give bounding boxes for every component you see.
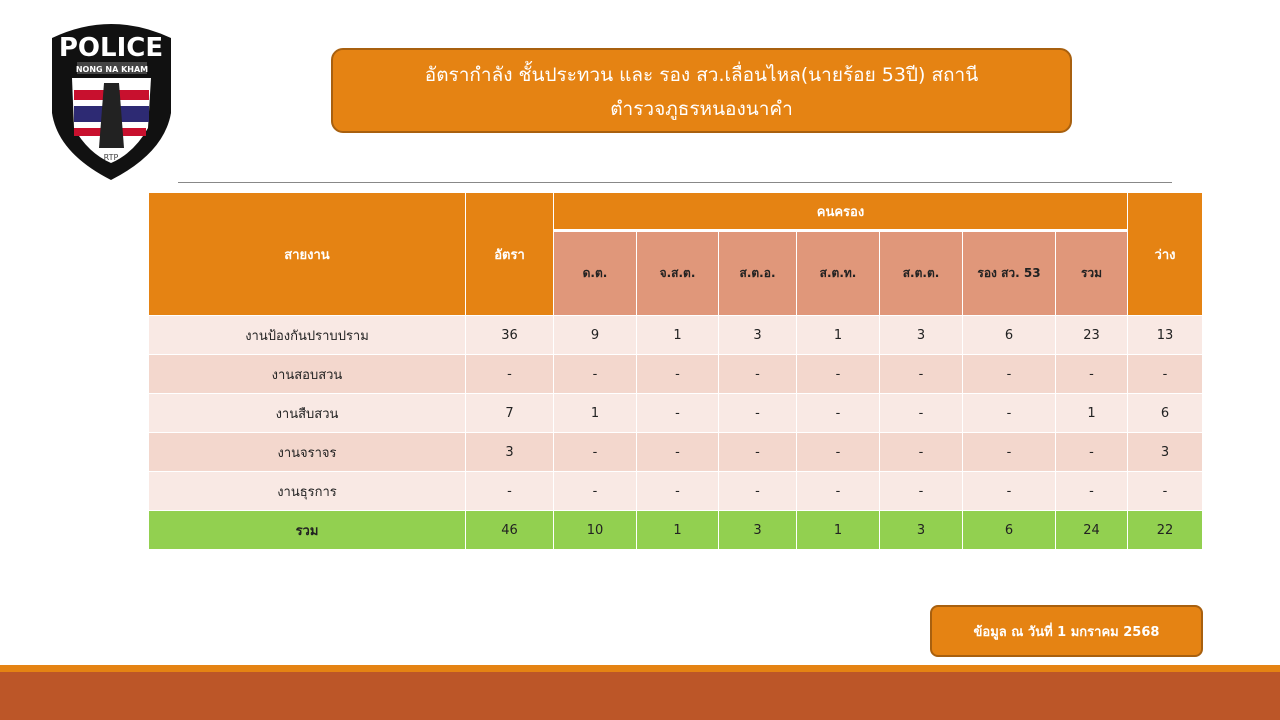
table-cell: -	[636, 432, 719, 472]
table-cell: -	[962, 471, 1056, 511]
table-cell: 22	[1127, 510, 1203, 550]
table-cell: -	[1127, 471, 1203, 511]
table-cell: -	[553, 471, 637, 511]
table-cell: 3	[879, 315, 963, 355]
table-cell: -	[962, 393, 1056, 433]
title-line-2: ตำรวจภูธรหนองนาคำ	[610, 98, 793, 120]
table-cell: -	[796, 354, 880, 394]
row-label: รวม	[148, 510, 466, 550]
table-cell: -	[718, 471, 797, 511]
svg-text:POLICE: POLICE	[59, 33, 163, 63]
svg-text:NONG NA KHAM: NONG NA KHAM	[76, 65, 148, 74]
header-rank: ส.ต.ต.	[879, 229, 963, 316]
table-cell: 1	[636, 315, 719, 355]
header-line: สายงาน	[148, 192, 466, 316]
header-rank: จ.ส.ต.	[636, 229, 719, 316]
table-cell: -	[796, 471, 880, 511]
table-cell: -	[636, 393, 719, 433]
police-badge-logo: POLICE NONG NA KHAM RTP	[44, 18, 179, 183]
svg-text:RTP: RTP	[104, 153, 119, 162]
header-vacant: ว่าง	[1127, 192, 1203, 316]
table-cell: -	[636, 354, 719, 394]
table-cell: -	[879, 471, 963, 511]
table-cell: 3	[1127, 432, 1203, 472]
table-cell: 36	[465, 315, 554, 355]
table-cell: 6	[962, 315, 1056, 355]
table-cell: -	[1055, 354, 1128, 394]
table-cell: -	[465, 471, 554, 511]
table-cell: -	[796, 432, 880, 472]
header-occupied: คนครอง	[553, 192, 1128, 231]
staffing-table: สายงาน อัตรา คนครอง ว่าง ด.ต. จ.ส.ต. ส.ต.อ…	[148, 192, 1203, 550]
table-cell: 1	[1055, 393, 1128, 433]
table-cell: 7	[465, 393, 554, 433]
table-cell: -	[1055, 471, 1128, 511]
table-cell: -	[465, 354, 554, 394]
row-label: งานสืบสวน	[148, 393, 466, 433]
table-cell: -	[718, 432, 797, 472]
row-label: งานป้องกันปราบปราม	[148, 315, 466, 355]
header-rank: ส.ต.ท.	[796, 229, 880, 316]
table-cell: 3	[718, 510, 797, 550]
row-label: งานสอบสวน	[148, 354, 466, 394]
table-row: งานป้องกันปราบปราม 36 9 1 3 1 3 6 23 13	[148, 315, 1203, 355]
table-row: งานสืบสวน 7 1- - - - -1 6	[148, 393, 1203, 433]
table-row: งานจราจร 3- - - - - - -3	[148, 432, 1203, 472]
table-cell: -	[636, 471, 719, 511]
table-cell: -	[553, 354, 637, 394]
table-cell: -	[879, 354, 963, 394]
table-cell: -	[718, 393, 797, 433]
table-cell: -	[1127, 354, 1203, 394]
page-title: อัตรากำลัง ชั้นประทวน และ รอง สว.เลื่อนไ…	[331, 48, 1072, 133]
table-row: รวม 46 10 1 3 1 3 6 24 22	[148, 510, 1203, 550]
table-row: งานสอบสวน - - - - - - - - -	[148, 354, 1203, 394]
divider	[178, 182, 1172, 183]
table-cell: 10	[553, 510, 637, 550]
table-cell: 1	[553, 393, 637, 433]
table-cell: -	[879, 393, 963, 433]
header-rank: ส.ต.อ.	[718, 229, 797, 316]
table-cell: 6	[1127, 393, 1203, 433]
row-label: งานธุรการ	[148, 471, 466, 511]
table-cell: 24	[1055, 510, 1128, 550]
header-rank: รอง สว. 53	[962, 229, 1056, 316]
table-cell: -	[962, 432, 1056, 472]
row-label: งานจราจร	[148, 432, 466, 472]
table-cell: -	[718, 354, 797, 394]
table-row: งานธุรการ - - - - - - - - -	[148, 471, 1203, 511]
header-rank: รวม	[1055, 229, 1128, 316]
title-line-1: อัตรากำลัง ชั้นประทวน และ รอง สว.เลื่อนไ…	[424, 64, 979, 86]
table-cell: 1	[636, 510, 719, 550]
header-rank: ด.ต.	[553, 229, 637, 316]
table-cell: -	[962, 354, 1056, 394]
table-cell: 3	[718, 315, 797, 355]
table-cell: 46	[465, 510, 554, 550]
table-cell: 9	[553, 315, 637, 355]
table-cell: -	[879, 432, 963, 472]
table-cell: 13	[1127, 315, 1203, 355]
header-rate: อัตรา	[465, 192, 554, 316]
table-cell: 23	[1055, 315, 1128, 355]
table-cell: -	[1055, 432, 1128, 472]
table-cell: 3	[879, 510, 963, 550]
table-cell: -	[553, 432, 637, 472]
table-cell: -	[796, 393, 880, 433]
table-cell: 3	[465, 432, 554, 472]
footer-stripe	[0, 665, 1280, 672]
table-cell: 1	[796, 315, 880, 355]
data-date-note: ข้อมูล ณ วันที่ 1 มกราคม 2568	[930, 605, 1203, 657]
table-cell: 6	[962, 510, 1056, 550]
footer-bar	[0, 672, 1280, 720]
table-cell: 1	[796, 510, 880, 550]
